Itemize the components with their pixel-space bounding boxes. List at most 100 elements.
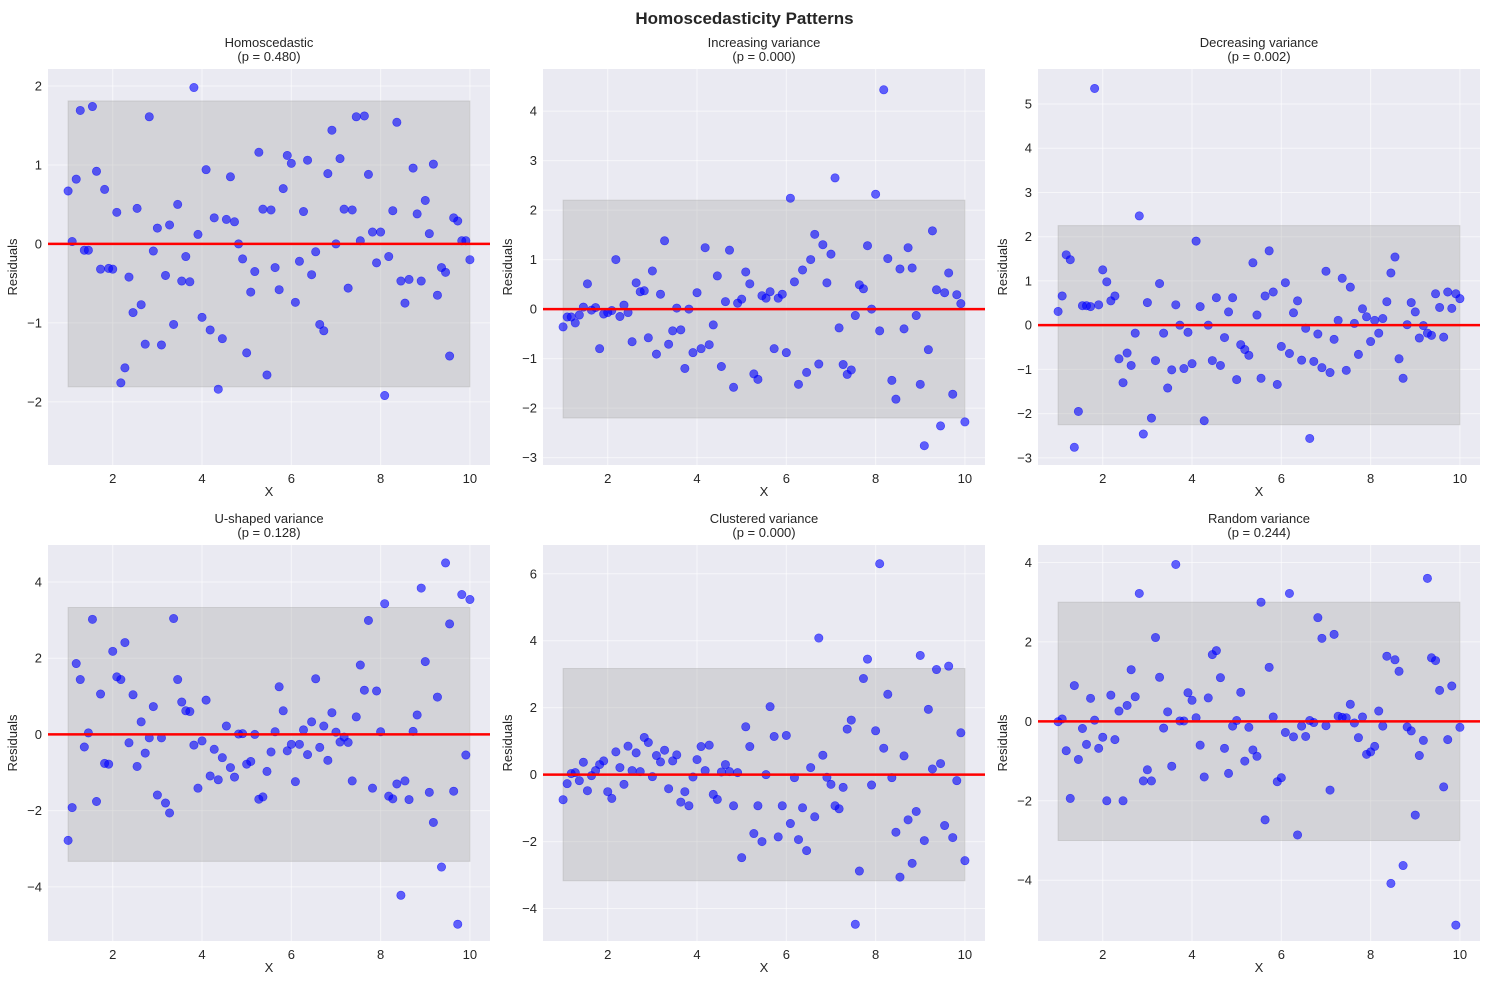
data-point <box>911 311 921 321</box>
data-point <box>960 417 970 427</box>
data-point <box>1248 745 1258 755</box>
data-point <box>919 441 929 451</box>
data-point <box>242 348 252 358</box>
x-tick-label: 2 <box>1099 947 1106 962</box>
data-point <box>651 751 661 761</box>
y-axis-label: Residuals <box>5 238 20 296</box>
data-point <box>140 748 150 758</box>
data-point <box>400 776 410 786</box>
data-point <box>1118 378 1128 388</box>
data-point <box>1102 796 1112 806</box>
data-point <box>927 764 937 774</box>
data-point <box>1435 685 1445 695</box>
data-point <box>416 276 426 286</box>
data-point <box>1069 442 1079 452</box>
data-point <box>254 147 264 157</box>
data-point <box>558 795 568 805</box>
data-point <box>643 737 653 747</box>
x-tick-label: 10 <box>463 471 477 486</box>
data-point <box>262 766 272 776</box>
x-axis-label: X <box>265 484 274 499</box>
data-point <box>1151 356 1161 366</box>
y-tick-label: 0 <box>530 302 537 317</box>
data-point <box>258 792 268 802</box>
data-point <box>660 745 670 755</box>
data-point <box>67 803 77 813</box>
data-point <box>1345 282 1355 292</box>
data-point <box>611 255 621 265</box>
data-point <box>282 150 292 160</box>
subplot-title: U-shaped variance <box>214 511 323 526</box>
data-point <box>185 277 195 287</box>
data-point <box>1341 365 1351 375</box>
data-point <box>140 339 150 349</box>
data-point <box>120 363 130 373</box>
data-point <box>445 619 455 629</box>
data-point <box>1232 375 1242 385</box>
data-point <box>725 245 735 255</box>
data-point <box>404 795 414 805</box>
data-point <box>1252 310 1262 320</box>
data-point <box>712 271 722 281</box>
data-point <box>457 590 467 600</box>
data-point <box>307 717 317 727</box>
data-point <box>343 283 353 293</box>
data-point <box>424 229 434 239</box>
x-tick-label: 6 <box>1278 947 1285 962</box>
data-point <box>1435 302 1445 312</box>
y-tick-label: 2 <box>1025 229 1032 244</box>
data-point <box>1187 359 1197 369</box>
data-point <box>1276 773 1286 783</box>
data-point <box>931 285 941 295</box>
data-point <box>1357 304 1367 314</box>
data-point <box>1211 293 1221 303</box>
data-point <box>879 85 889 95</box>
data-point <box>286 158 296 168</box>
data-point <box>842 724 852 734</box>
data-point <box>875 559 885 569</box>
data-point <box>96 264 106 274</box>
data-point <box>1073 754 1083 764</box>
x-tick-label: 8 <box>377 947 384 962</box>
y-tick-label: −4 <box>522 901 537 916</box>
data-point <box>144 112 154 122</box>
data-point <box>696 742 706 752</box>
data-point <box>814 633 824 643</box>
data-point <box>1187 695 1197 705</box>
data-point <box>343 737 353 747</box>
data-point <box>1374 706 1384 716</box>
data-point <box>578 757 588 767</box>
data-point <box>793 835 803 845</box>
data-point <box>668 326 678 336</box>
data-point <box>1146 776 1156 786</box>
data-point <box>591 303 601 313</box>
data-point <box>148 702 158 712</box>
subplot-title: Clustered variance <box>710 511 818 526</box>
data-point <box>907 858 917 868</box>
data-point <box>716 361 726 371</box>
data-point <box>1337 273 1347 283</box>
data-point <box>347 205 357 215</box>
subplot-pvalue: (p = 0.128) <box>237 525 300 540</box>
data-point <box>664 339 674 349</box>
subplot-4: 2 4 6 8 10 −4 −2 0 2 4 U-shaped variance(p = 0.128… <box>5 511 490 975</box>
data-point <box>749 829 759 839</box>
data-point <box>432 290 442 300</box>
subplot-pvalue: (p = 0.000) <box>732 49 795 64</box>
data-point <box>1293 296 1303 306</box>
data-point <box>92 797 102 807</box>
data-point <box>765 702 775 712</box>
data-point <box>862 654 872 664</box>
data-point <box>729 801 739 811</box>
data-point <box>931 665 941 675</box>
data-point <box>1090 83 1100 93</box>
data-point <box>282 746 292 756</box>
x-tick-label: 6 <box>783 471 790 486</box>
data-point <box>339 204 349 214</box>
data-point <box>1126 665 1136 675</box>
data-point <box>96 689 106 699</box>
data-point <box>436 862 446 872</box>
data-point <box>793 379 803 389</box>
data-point <box>315 742 325 752</box>
y-tick-label: 4 <box>35 574 42 589</box>
